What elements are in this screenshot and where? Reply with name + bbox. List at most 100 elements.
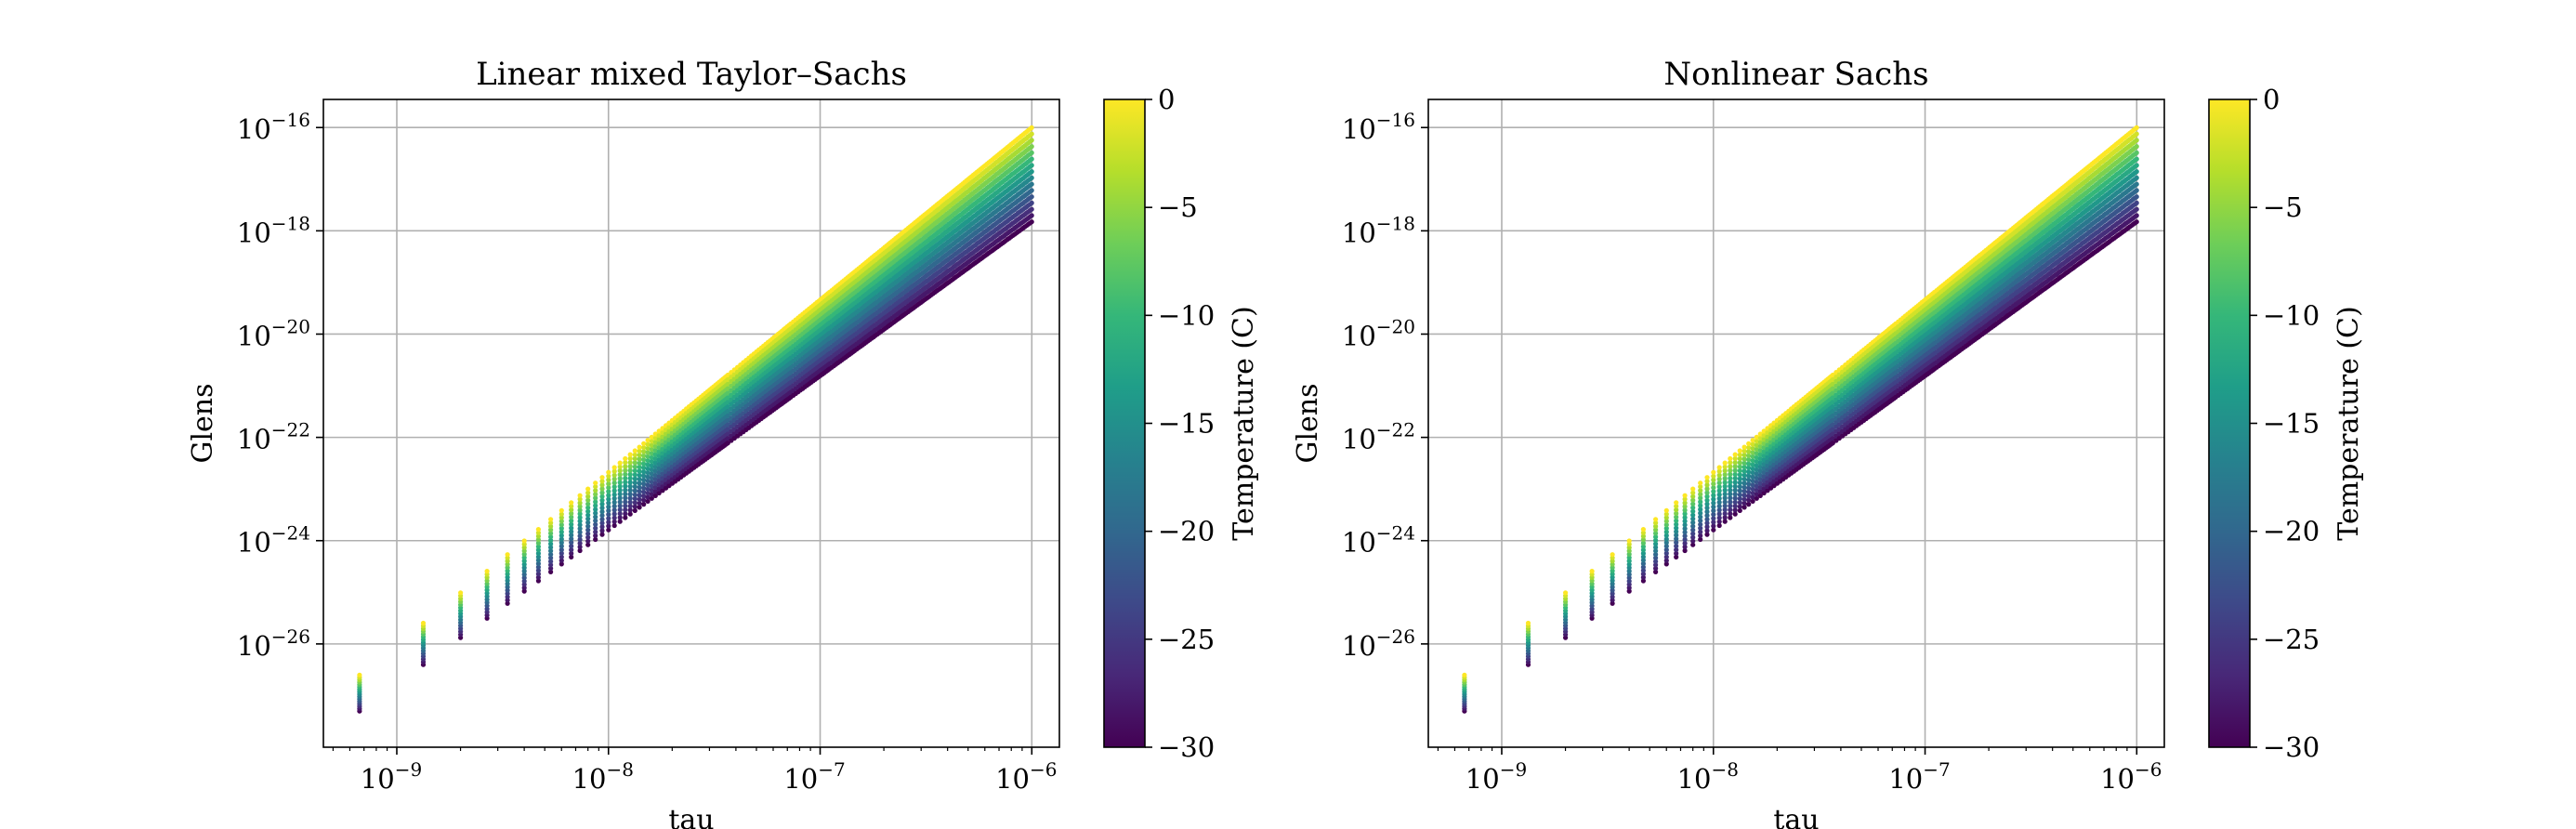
data-point (593, 518, 598, 523)
data-point (645, 478, 651, 484)
data-point (627, 460, 633, 466)
data-point (1704, 475, 1710, 480)
data-point (617, 495, 623, 501)
data-point (599, 513, 605, 519)
data-point (559, 547, 564, 553)
data-point (505, 552, 510, 558)
data-point (632, 504, 637, 509)
data-point (627, 471, 633, 478)
data-point (652, 480, 658, 486)
x-axis-label: tau (668, 804, 714, 829)
data-point (599, 517, 605, 522)
data-point (611, 484, 617, 490)
data-point (585, 531, 591, 536)
data-point (535, 560, 542, 567)
data-point (627, 495, 633, 501)
data-point (617, 507, 623, 513)
data-point (617, 503, 623, 508)
data-point (593, 488, 598, 493)
data-point (637, 493, 642, 498)
data-point (593, 495, 598, 501)
data-point (569, 536, 574, 542)
data-point (585, 523, 591, 529)
data-point (577, 530, 583, 535)
data-point (1029, 144, 1034, 150)
x-tick-label: 10−6 (995, 758, 1057, 795)
y-tick-label-base: 10 (237, 424, 271, 455)
grid (323, 99, 1059, 747)
data-point (1626, 538, 1632, 544)
data-point (548, 541, 554, 546)
data-point (637, 453, 642, 458)
data-point (535, 547, 542, 553)
data-point (645, 498, 651, 505)
colorbar-tick-label: −15 (1158, 408, 1215, 440)
data-point (535, 564, 542, 570)
data-point (1029, 194, 1034, 200)
data-point (652, 435, 658, 441)
data-point (649, 495, 654, 501)
data-point (577, 511, 583, 517)
data-point (585, 505, 591, 510)
data-point (632, 472, 637, 478)
data-point (593, 499, 598, 505)
data-point (652, 484, 658, 491)
y-tick-label: 10−16 (237, 109, 310, 145)
data-point (593, 484, 598, 490)
data-point (1716, 465, 1722, 470)
data-point (606, 496, 611, 502)
data-point (1674, 500, 1679, 506)
data-point (617, 472, 623, 478)
data-point (569, 521, 574, 527)
x-tick-label-exponent: −7 (818, 758, 845, 781)
data-point (641, 469, 647, 475)
data-point (1029, 138, 1034, 143)
data-point (632, 488, 637, 493)
data-point (652, 460, 658, 466)
data-point (535, 568, 542, 573)
data-point (623, 503, 628, 508)
data-point (569, 547, 574, 553)
data-point (569, 514, 574, 520)
data-point (585, 542, 591, 547)
data-point (521, 559, 527, 564)
data-point (627, 487, 633, 493)
data-point (641, 465, 647, 470)
data-point (599, 505, 605, 511)
data-point (611, 519, 617, 524)
data-point (535, 578, 542, 584)
data-point (548, 520, 554, 526)
data-point (611, 472, 617, 478)
data-point (559, 533, 564, 538)
data-point (606, 477, 611, 483)
y-tick-label-exponent: −24 (271, 522, 310, 545)
data-point (611, 515, 617, 520)
data-point (569, 500, 574, 506)
data-point (1746, 441, 1752, 446)
data-point (641, 441, 647, 446)
data-point (1732, 452, 1738, 457)
data-point (611, 507, 617, 513)
data-point (606, 527, 611, 533)
data-point (577, 504, 583, 509)
data-point (559, 511, 564, 517)
data-point (577, 541, 583, 546)
data-point (617, 515, 623, 520)
data-point (1029, 200, 1034, 205)
data-point (1029, 150, 1034, 155)
data-point (623, 464, 628, 469)
data-point (593, 529, 598, 535)
data-point (521, 582, 527, 587)
data-point (623, 499, 628, 505)
scatter-series (357, 125, 1034, 714)
data-point (611, 499, 617, 506)
data-point (1640, 527, 1646, 533)
data-point (521, 565, 527, 571)
data-point (623, 467, 628, 473)
data-point (1029, 131, 1034, 137)
x-tick-label-exponent: −6 (1030, 758, 1057, 781)
data-point (649, 442, 654, 448)
y-tick-label-base: 10 (237, 630, 271, 662)
data-point (606, 520, 611, 525)
chart-title: Linear mixed Taylor–Sachs (476, 56, 907, 93)
